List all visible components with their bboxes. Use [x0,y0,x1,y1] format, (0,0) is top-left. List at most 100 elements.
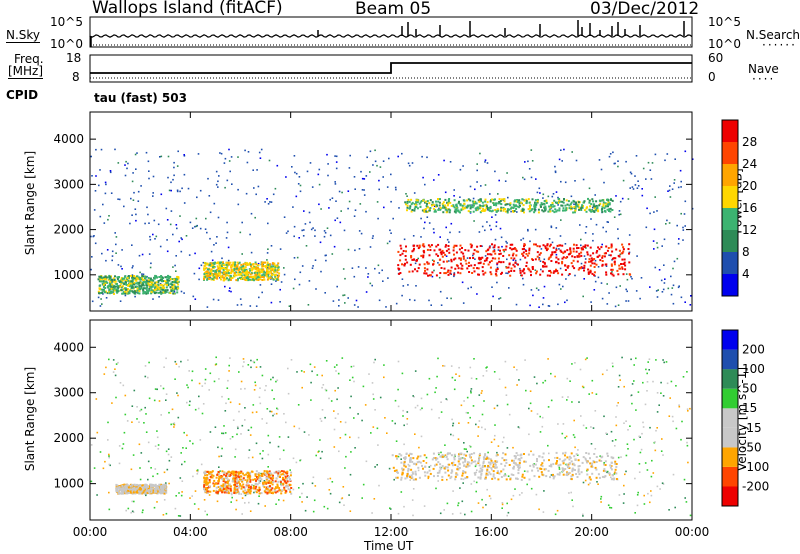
speckle [564,243,567,245]
echo-cell [580,254,583,257]
speckle [301,492,303,495]
speckle [138,254,141,257]
speckle [335,155,338,158]
echo-cell [580,251,583,254]
echo-cell [421,209,424,212]
speckle [547,195,550,198]
speckle [192,295,195,298]
echo-cell [114,288,117,291]
echo-cell [615,248,618,251]
echo-cell [498,260,501,263]
echo-cell [140,486,143,489]
speckle [251,411,254,414]
speckle [582,386,585,389]
speckle [633,438,635,441]
speckle [260,148,263,151]
speckle [354,249,356,252]
echo-cell [479,206,482,209]
speckle [616,404,618,407]
speckle [622,179,625,182]
echo-cell [252,478,255,481]
speckle [478,420,481,422]
speckle [144,365,147,367]
speckle [126,167,128,170]
speckle [601,243,603,246]
echo-cell [593,258,596,260]
echo-cell [121,285,124,288]
echo-cell [412,244,415,247]
speckle [299,496,301,498]
echo-cell [113,287,116,290]
echo-cell [237,481,240,484]
echo-cell [560,250,563,253]
echo-cell [550,260,553,262]
echo-cell [170,282,173,285]
speckle [311,482,314,485]
speckle [132,454,135,456]
speckle [183,431,185,434]
echo-cell [531,266,534,268]
speckle [173,422,176,424]
speckle [398,207,400,209]
speckle [437,262,439,264]
echo-cell [139,281,142,284]
echo-cell [582,245,585,248]
speckle [603,462,605,464]
speckle [186,434,188,437]
echo-cell [229,485,232,488]
echo-cell [236,266,239,268]
echo-cell [246,474,249,477]
speckle [219,470,221,472]
speckle [255,305,258,307]
echo-cell [223,487,226,490]
speckle [647,161,650,164]
echo-cell [206,274,209,277]
speckle [492,463,495,466]
echo-cell [416,200,419,203]
speckle [239,231,242,234]
speckle [378,179,380,182]
echo-cell [515,254,518,257]
echo-cell [263,486,266,489]
speckle [376,427,379,430]
echo-cell [226,277,228,280]
speckle [228,290,231,292]
echo-cell [144,492,147,495]
speckle [170,210,173,212]
speckle [200,463,203,466]
echo-cell [149,279,151,282]
echo-cell [600,209,603,212]
echo-cell [487,206,490,209]
echo-cell [217,480,220,482]
echo-cell [585,210,588,213]
echo-cell [251,470,254,473]
speckle [358,248,361,250]
echo-cell [277,268,280,271]
speckle [182,447,184,449]
echo-cell [246,479,249,482]
echo-cell [253,276,256,279]
echo-cell [570,201,573,204]
speckle [333,245,336,248]
speckle [585,247,587,249]
echo-cell [127,489,130,492]
speckle [224,285,226,288]
echo-cell [268,480,271,483]
speckle [668,222,671,224]
echo-cell [603,207,606,210]
echo-cell [116,489,119,492]
echo-cell [244,272,247,275]
echo-cell [213,485,216,488]
echo-cell [139,487,142,489]
speckle [338,450,340,453]
echo-cell [477,262,480,265]
speckle [651,162,654,164]
speckle [253,491,255,494]
echo-cell [98,292,100,295]
echo-cell [204,267,207,270]
speckle [114,368,116,370]
speckle [611,440,614,442]
speckle [159,283,162,285]
echo-cell [276,278,279,281]
echo-cell [118,488,121,491]
